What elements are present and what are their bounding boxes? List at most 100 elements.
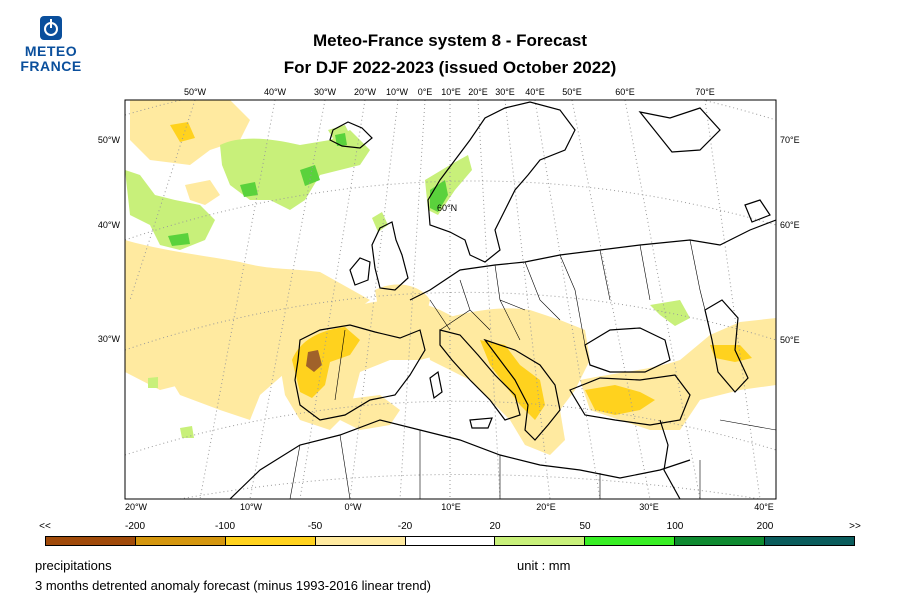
wet-anomaly-scotland (372, 212, 388, 232)
top-lon-label: 20°W (354, 87, 377, 97)
wet-anomaly-atlantic-west (125, 170, 215, 250)
coast-anatolia (569, 374, 691, 426)
legend-label: 100 (666, 521, 684, 532)
meridian-10w (349, 100, 399, 499)
legend-label: -50 (307, 521, 323, 532)
legend-swatch (675, 537, 766, 545)
moderate-dry-anomaly-east-med (585, 385, 655, 415)
right-side-labels: 70°E 60°E 50°E (780, 135, 800, 345)
logo-line-1: METEO (24, 43, 78, 59)
top-lon-label: 50°E (562, 87, 582, 97)
bottom-lon-label: 30°E (639, 502, 659, 512)
meteo-france-logo-icon (40, 16, 62, 40)
coast-north-africa (229, 419, 691, 499)
strong-dry-anomaly-portugal (306, 350, 322, 372)
variable-label: precipitations (35, 558, 112, 573)
top-lon-label: 40°W (264, 87, 287, 97)
top-lon-label: 20°E (468, 87, 488, 97)
moderate-dry-anomaly-north-atlantic (170, 122, 195, 142)
coast-mediterranean-islands (429, 370, 493, 429)
graticule (125, 100, 776, 499)
coast-continental-europe (409, 219, 776, 301)
legend-swatch (405, 537, 496, 545)
top-lon-label: 30°W (314, 87, 337, 97)
strong-wet-anomaly-iceland (335, 133, 347, 146)
wet-anomaly-atlantic-small-1 (180, 426, 194, 438)
strong-wet-anomaly-greenland-sea-2 (300, 165, 320, 186)
top-lon-label: 50°W (184, 87, 207, 97)
top-lon-label: 10°W (386, 87, 409, 97)
left-side-label: 30°W (98, 334, 121, 344)
legend-swatch (46, 537, 136, 545)
wet-anomaly-atlantic-small-2 (148, 377, 158, 388)
top-lon-label: 60°E (615, 87, 635, 97)
strong-wet-anomaly-greenland-sea (240, 182, 258, 197)
coast-iceland (329, 121, 373, 149)
meridian-70e (704, 100, 761, 499)
meridian-20w (299, 100, 366, 499)
meteo-france-logo: METEO FRANCE (18, 16, 84, 74)
legend-label: -100 (214, 521, 236, 532)
legend-label: << (39, 521, 51, 532)
left-side-label: 40°W (98, 220, 121, 230)
coast-ireland (349, 257, 371, 286)
top-lon-label: 0°E (418, 87, 433, 97)
legend-swatch (495, 537, 586, 545)
bottom-lon-label: 0°W (344, 502, 362, 512)
legend-swatch (585, 537, 676, 545)
bottom-lon-label: 40°E (754, 502, 774, 512)
top-lon-label: 40°E (525, 87, 545, 97)
left-side-labels: 50°W 40°W 30°W (98, 135, 121, 344)
border-lines-africa-mideast (289, 419, 776, 499)
coast-iberia (294, 324, 426, 421)
anomaly-shading (125, 100, 776, 455)
legend-label: >> (849, 521, 861, 532)
coast-caspian (704, 299, 749, 393)
bottom-lon-label: 10°W (240, 502, 263, 512)
top-lon-label: 70°E (695, 87, 715, 97)
coast-italy (439, 329, 521, 421)
moderate-dry-anomaly-caspian (710, 345, 752, 362)
left-side-label: 50°W (98, 135, 121, 145)
country-borders (289, 239, 776, 499)
legend-label: 20 (489, 521, 501, 532)
legend-swatch (315, 537, 406, 545)
meridian-50e (571, 100, 651, 499)
legend-label: -20 (397, 521, 413, 532)
legend-swatch (135, 537, 226, 545)
legend-label: -200 (124, 521, 146, 532)
border-lines-europe (334, 239, 706, 401)
coast-british-isles (371, 221, 409, 291)
coast-east-med-levant (659, 419, 681, 499)
description-label: 3 months detrented anomaly forecast (min… (35, 578, 431, 593)
right-side-label: 50°E (780, 335, 800, 345)
dry-anomaly-france (375, 284, 430, 325)
coast-scandinavia (427, 101, 576, 263)
bottom-lon-label: 10°E (441, 502, 461, 512)
strong-wet-anomaly-atlantic (168, 233, 190, 246)
top-lon-label: 10°E (441, 87, 461, 97)
meridian-30e (504, 100, 551, 499)
bottom-lon-label: 20°W (125, 502, 148, 512)
legend-swatch (765, 537, 855, 545)
wet-anomaly-greenland-sea (220, 130, 370, 210)
coast-balkans-greece (483, 338, 561, 441)
legend-label: 200 (756, 521, 774, 532)
right-side-label: 70°E (780, 135, 800, 145)
logo-line-2: FRANCE (20, 58, 82, 74)
bottom-lon-label: 20°E (536, 502, 556, 512)
dry-anomaly-atlantic-mid (185, 180, 220, 205)
meridian-40e (534, 100, 601, 499)
moderate-dry-anomaly-adriatic (480, 340, 545, 420)
bottom-longitude-labels: 20°W 10°W 0°W 10°E 20°E 30°E 40°E (125, 502, 774, 512)
legend-label: 50 (579, 521, 591, 532)
strong-wet-anomaly-norway (430, 180, 448, 212)
meridian-20e (477, 100, 501, 499)
legend-color-bar (45, 536, 855, 546)
coast-black-sea (584, 327, 671, 373)
coast-svalbard-novaya (638, 107, 771, 223)
top-lon-label: 30°E (495, 87, 515, 97)
latitude-60n-label: 60°N (437, 203, 457, 213)
meridian-60e (624, 100, 701, 499)
